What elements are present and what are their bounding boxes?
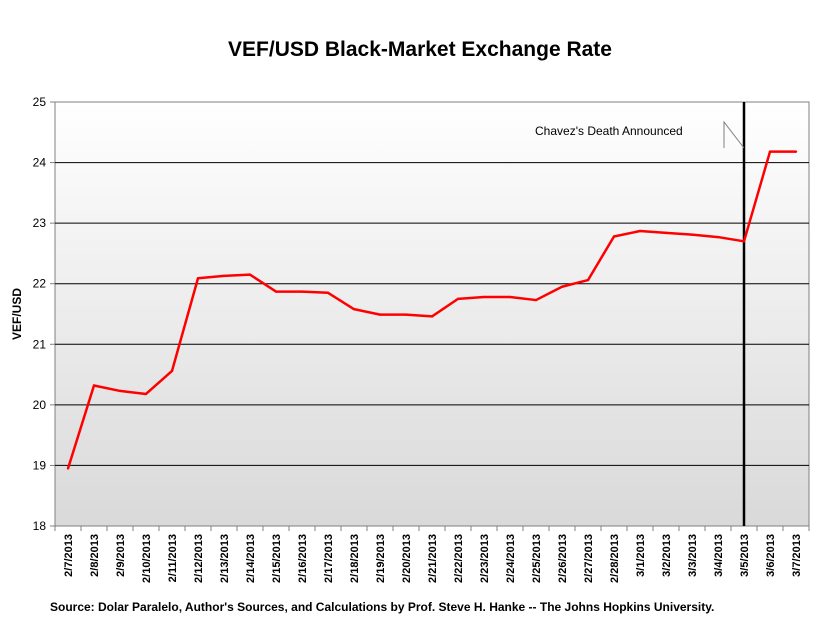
x-axis: 2/7/2013 2/8/2013 2/9/2013 2/10/2013 2/11/20… [54,526,810,583]
data-point [456,297,460,301]
x-tick-label: 2/16/2013 [297,534,309,583]
data-point [690,233,694,236]
data-point [170,369,174,373]
x-tick-label: 2/14/2013 [245,534,257,583]
x-tick-label: 3/6/2013 [765,534,777,577]
data-point [430,315,434,318]
data-point [118,389,122,393]
data-point [248,273,252,276]
y-axis: 18 19 20 21 22 23 24 25 [33,95,55,533]
series-layer [66,150,798,470]
x-tick-label: 2/27/2013 [583,534,595,583]
data-point [300,290,304,293]
y-tick-label: 19 [33,458,47,472]
y-axis-label: VEF/USD [10,288,24,340]
data-point [742,240,746,243]
annotation: Chavez's Death Announced [535,102,746,526]
x-tick-label: 2/24/2013 [505,534,517,583]
x-tick-label: 2/13/2013 [219,534,231,583]
x-tick-label: 2/8/2013 [89,534,101,577]
x-tick-label: 2/9/2013 [115,534,127,577]
x-tick-label: 2/26/2013 [557,534,569,583]
y-tick-label: 21 [33,337,47,351]
data-point [274,290,278,293]
y-tick-label: 25 [33,95,47,109]
data-point [222,274,226,278]
annotation-label: Chavez's Death Announced [535,124,683,138]
annotation-leader [723,120,745,149]
source-note: Source: Dolar Paralelo, Author's Sources… [50,600,714,614]
data-point [352,307,356,311]
y-tick-label: 18 [33,519,47,533]
x-tick-label: 2/10/2013 [141,534,153,583]
data-point [92,384,96,387]
x-tick-label: 2/22/2013 [453,534,465,583]
data-point [716,235,720,239]
data-point [508,295,512,299]
y-tick-label: 23 [33,216,47,230]
y-tick-label: 24 [33,156,47,170]
x-tick-label: 3/7/2013 [791,534,803,577]
x-tick-label: 2/11/2013 [167,534,179,582]
x-tick-label: 2/19/2013 [375,534,387,583]
data-point [794,150,798,153]
x-tick-label: 2/7/2013 [63,534,75,577]
data-point [664,231,668,235]
data-point [196,277,200,280]
data-point [326,291,330,294]
y-tick-label: 22 [33,277,47,291]
data-point [638,229,642,233]
data-point [768,150,772,153]
x-tick-label: 2/12/2013 [193,534,205,583]
x-tick-label: 3/2/2013 [661,534,673,577]
x-tick-label: 2/18/2013 [349,534,361,583]
data-point [378,313,382,316]
data-point [560,285,564,288]
x-tick-label: 2/15/2013 [271,534,283,583]
data-point [66,467,70,470]
x-tick-label: 2/17/2013 [323,534,335,583]
x-tick-label: 3/4/2013 [713,534,725,577]
data-point [404,313,408,316]
y-tick-label: 20 [33,398,47,412]
x-tick-label: 3/3/2013 [687,534,699,577]
data-point [144,392,148,396]
data-point [586,278,590,282]
data-point [534,298,538,302]
x-tick-label: 2/28/2013 [609,534,621,583]
x-tick-label: 3/1/2013 [635,534,647,577]
plot-area [54,101,810,527]
x-tick-label: 2/25/2013 [531,534,543,583]
x-tick-label: 3/5/2013 [739,534,751,577]
x-tick-label: 2/20/2013 [401,534,413,583]
data-point [482,295,486,299]
chart-title: VEF/USD Black-Market Exchange Rate [228,38,612,61]
x-tick-label: 2/23/2013 [479,534,491,583]
data-point [612,235,616,238]
x-tick-label: 2/21/2013 [427,534,439,583]
